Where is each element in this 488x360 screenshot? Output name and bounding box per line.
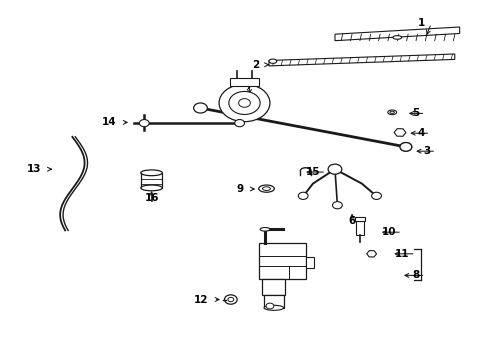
Text: 10: 10 — [381, 227, 395, 237]
Ellipse shape — [260, 228, 269, 231]
FancyBboxPatch shape — [259, 243, 305, 279]
Circle shape — [234, 120, 244, 127]
Circle shape — [332, 202, 342, 209]
Ellipse shape — [389, 111, 393, 113]
Ellipse shape — [258, 185, 274, 192]
Ellipse shape — [268, 59, 276, 63]
Text: 3: 3 — [422, 146, 429, 156]
Text: 6: 6 — [348, 216, 355, 226]
Ellipse shape — [387, 110, 396, 114]
Text: 16: 16 — [144, 193, 159, 203]
Text: 4: 4 — [416, 128, 424, 138]
Bar — [264, 295, 283, 308]
Circle shape — [139, 120, 149, 127]
Circle shape — [238, 99, 250, 107]
Circle shape — [228, 91, 260, 114]
Circle shape — [399, 143, 411, 151]
Bar — [354, 217, 364, 221]
Circle shape — [399, 143, 411, 151]
Circle shape — [227, 297, 233, 302]
Circle shape — [219, 84, 269, 122]
Text: 15: 15 — [305, 167, 320, 177]
Bar — [261, 279, 284, 295]
Ellipse shape — [264, 305, 283, 310]
Ellipse shape — [141, 185, 162, 191]
Text: 7: 7 — [245, 81, 253, 91]
Ellipse shape — [262, 187, 270, 190]
Text: 2: 2 — [251, 60, 259, 70]
Text: 8: 8 — [411, 270, 419, 280]
Ellipse shape — [141, 170, 162, 176]
Bar — [305, 257, 314, 268]
Text: 13: 13 — [27, 164, 41, 174]
Text: 9: 9 — [236, 184, 243, 194]
Circle shape — [327, 164, 341, 174]
Circle shape — [193, 103, 207, 113]
Bar — [229, 78, 259, 86]
Text: 14: 14 — [102, 117, 116, 127]
Bar — [141, 173, 162, 188]
Text: 12: 12 — [193, 294, 207, 305]
Circle shape — [224, 295, 237, 304]
Ellipse shape — [392, 36, 401, 39]
Bar — [355, 219, 363, 235]
Circle shape — [265, 303, 273, 309]
Text: 5: 5 — [411, 108, 419, 118]
Text: 11: 11 — [394, 249, 409, 259]
Circle shape — [371, 192, 381, 199]
Text: 1: 1 — [417, 18, 425, 28]
Polygon shape — [334, 27, 459, 41]
Circle shape — [298, 192, 307, 199]
Polygon shape — [268, 54, 454, 66]
